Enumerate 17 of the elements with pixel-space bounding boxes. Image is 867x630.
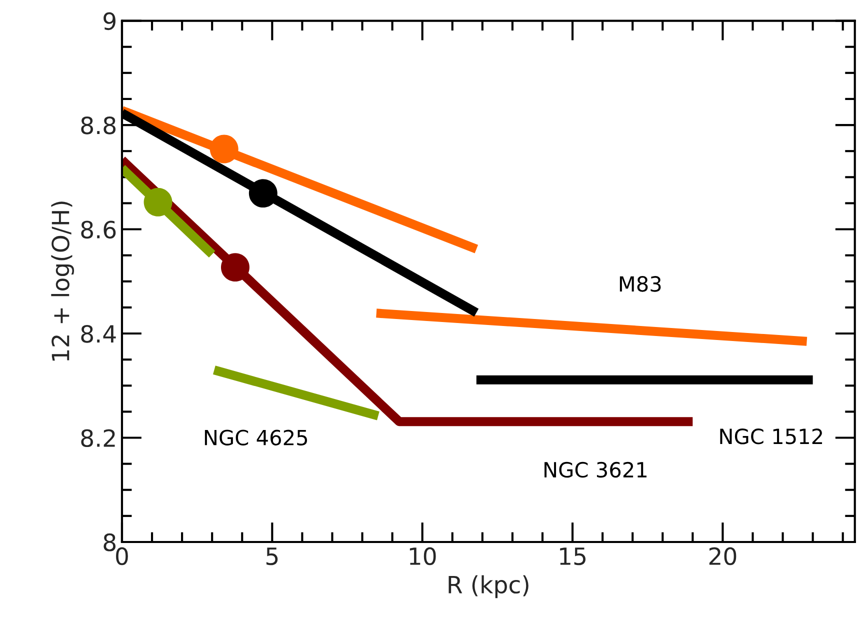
x-tick-label: 20 — [709, 547, 736, 566]
x-tick-label: 5 — [266, 548, 278, 566]
y-tick-label: 8.4 — [81, 324, 116, 343]
series-label: NGC 4625 — [204, 430, 307, 446]
x-tick-label: 15 — [560, 548, 586, 566]
y-tick-label: 9 — [104, 12, 116, 30]
y-tick-label: 8 — [104, 533, 116, 552]
x-tick-label: 10 — [410, 547, 436, 566]
y-tick-label: 8.6 — [81, 220, 116, 239]
series-label: NGC 3621 — [544, 462, 646, 478]
x-tick-label: 0 — [116, 547, 128, 566]
legend-label: NGC 1512 — [720, 428, 822, 444]
y-tick-label: 8.2 — [81, 429, 115, 448]
series-label: M83 — [620, 276, 661, 292]
y-axis-title: 12 + log(O/H) — [51, 202, 74, 361]
x-axis-title: R (kpc) — [448, 575, 528, 598]
y-tick-label: 8.8 — [81, 116, 116, 134]
